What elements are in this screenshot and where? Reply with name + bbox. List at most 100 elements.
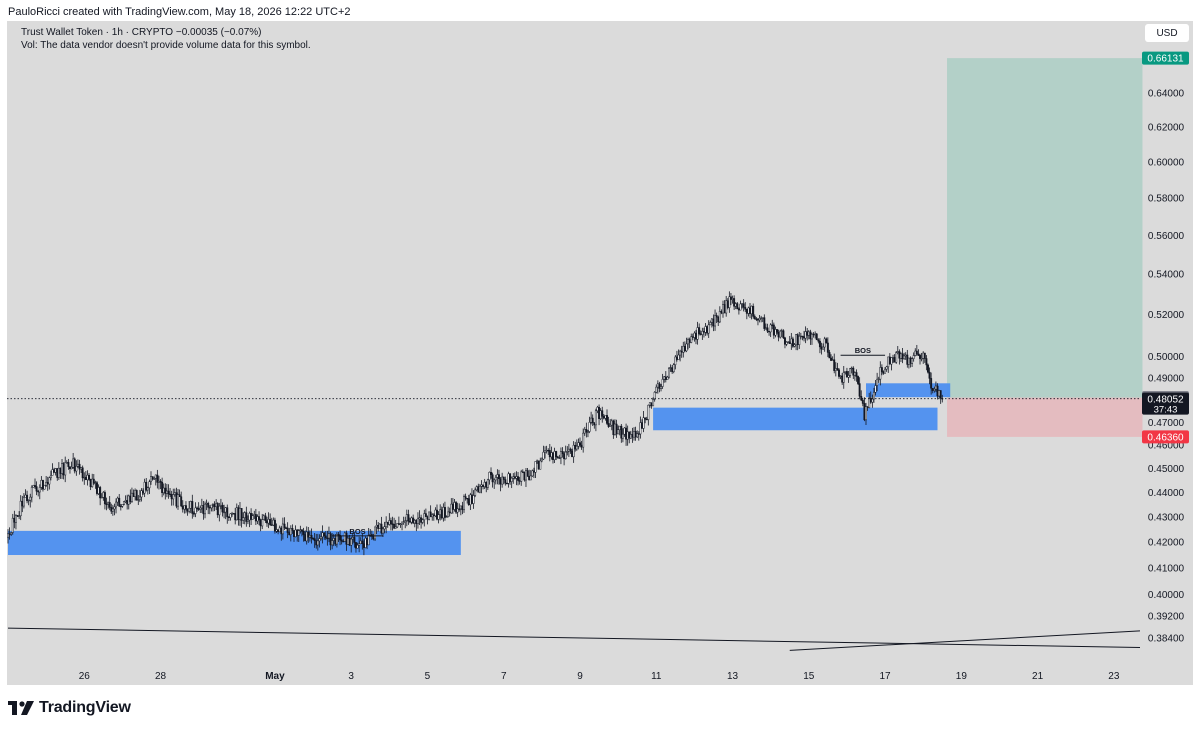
candle-up (320, 536, 322, 539)
candle-down (53, 469, 56, 473)
candle-up (594, 410, 597, 426)
candle-up (494, 477, 497, 481)
candle-down (145, 481, 148, 491)
candle-down (860, 396, 863, 401)
candle-up (780, 330, 783, 332)
candle-up (853, 372, 856, 376)
candle-down (612, 420, 615, 435)
chart-area[interactable]: BOS BOS 0.38400 0.39200 0.40000 0.41000 0.4200… (7, 21, 1193, 685)
candle-down (788, 341, 791, 344)
candle-down (280, 527, 283, 535)
y-tick-label: 0.60000 (1148, 157, 1185, 168)
chart-attribution: PauloRicci created with TradingView.com,… (8, 6, 351, 18)
candle-up (316, 540, 319, 546)
candle-up (701, 331, 704, 335)
candle-down (803, 336, 805, 339)
candle-up (750, 305, 753, 315)
candle-down (353, 537, 356, 543)
candle-down (917, 353, 920, 356)
candle-down (21, 500, 24, 507)
candle-down (156, 474, 159, 483)
candle-down (234, 513, 237, 521)
candle-up (515, 476, 518, 479)
candle-up (633, 431, 635, 438)
tradingview-wordmark: TradingView (39, 699, 131, 716)
candle-up (747, 307, 750, 314)
candle-down (683, 346, 686, 352)
x-tick-label: 9 (577, 671, 583, 682)
candle-down (340, 539, 343, 542)
candle-down (443, 507, 446, 518)
candle-down (451, 503, 454, 510)
candle-up (281, 523, 284, 535)
y-tick-label: 0.52000 (1148, 310, 1185, 321)
candle-down (939, 390, 942, 399)
candle-down (266, 520, 268, 524)
candle-down (326, 537, 329, 540)
candle-up (488, 471, 491, 481)
candle-down (491, 474, 494, 483)
candle-up (57, 467, 60, 478)
candle-up (663, 376, 666, 380)
y-tick-label: 0.42000 (1148, 538, 1185, 549)
candle-down (389, 520, 392, 525)
candle-down (169, 493, 172, 496)
candle-down (339, 535, 342, 541)
x-tick-label: 5 (425, 671, 431, 682)
candle-up (799, 335, 802, 338)
y-tick-label: 0.47000 (1148, 418, 1185, 429)
candle-up (453, 502, 456, 510)
candle-down (312, 538, 315, 540)
candle-down (699, 333, 702, 335)
candle-down (806, 331, 809, 336)
candle-up (798, 335, 801, 345)
candle-down (880, 367, 883, 372)
candle-up (722, 304, 724, 314)
candle-up (127, 495, 130, 505)
candle-up (29, 496, 32, 501)
candle-up (520, 471, 523, 482)
candle-up (205, 503, 208, 505)
demand-zone-3 (866, 383, 951, 398)
candle-up (811, 333, 813, 340)
candle-down (126, 500, 129, 505)
candle-up (456, 508, 459, 513)
candle-up (674, 356, 677, 365)
currency-badge[interactable]: USD (1145, 24, 1189, 42)
candle-down (593, 422, 596, 426)
candle-down (836, 368, 839, 371)
candle-up (64, 462, 67, 476)
price-chart[interactable]: BOS BOS 0.38400 0.39200 0.40000 0.41000 0.4200… (7, 21, 1193, 685)
candle-down (863, 403, 866, 421)
candle-down (858, 383, 861, 397)
candle-up (111, 508, 114, 512)
candle-up (189, 501, 192, 509)
candle-up (653, 391, 656, 400)
candle-up (914, 350, 917, 356)
candle-up (356, 544, 359, 549)
candle-up (388, 520, 391, 525)
candle-up (80, 467, 83, 470)
candle-up (450, 503, 453, 514)
price-axis-panel (1140, 21, 1193, 685)
candle-down (393, 523, 396, 529)
candle-up (885, 366, 888, 370)
candle-down (334, 538, 337, 545)
candle-down (771, 324, 774, 326)
candle-down (105, 503, 108, 505)
candle-down (717, 316, 720, 323)
trend-line (789, 630, 1141, 651)
candle-down (723, 304, 726, 314)
candle-up (534, 461, 537, 473)
candle-up (604, 415, 607, 419)
candle-up (204, 503, 206, 515)
candle-down (13, 517, 16, 523)
candle-up (11, 517, 14, 533)
candle-down (888, 356, 891, 365)
candle-up (469, 494, 472, 505)
candle-down (41, 480, 44, 490)
candle-down (307, 531, 310, 538)
candle-up (385, 521, 388, 527)
candle-down (628, 431, 631, 439)
symbol-legend[interactable]: Trust Wallet Token · 1h · CRYPTO −0.0003… (21, 27, 262, 38)
